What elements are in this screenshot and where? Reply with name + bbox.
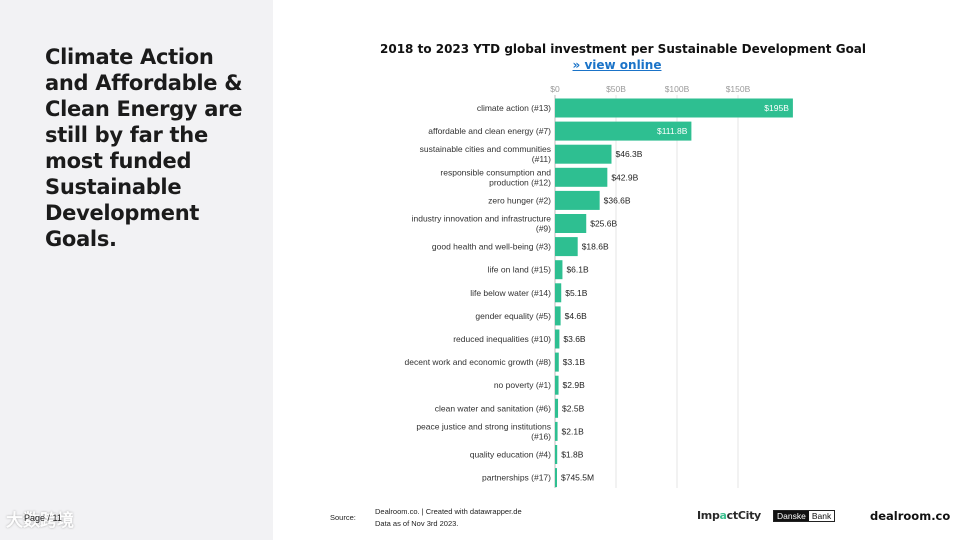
category-label: no poverty (#1) [494,380,551,390]
bar [555,98,793,118]
bar [555,398,559,418]
value-label: $3.1B [563,357,586,367]
view-online-link[interactable]: » view online [572,58,662,72]
value-label: $46.3B [615,149,642,159]
bar [555,237,578,257]
category-label: (#11) [532,154,551,164]
category-label: sustainable cities and communities [420,144,551,154]
category-label: zero hunger (#2) [488,195,551,205]
bar [555,445,558,464]
value-label: $3.6B [563,334,586,344]
watermark: 大数跨境 [6,511,74,531]
value-label: $25.6B [590,219,617,229]
logo-danske-part-a: Danske [774,511,809,521]
bar [555,352,559,372]
category-label: life on land (#15) [488,265,551,275]
bar [555,214,587,233]
logo-danske-part-b: Bank [808,511,835,521]
category-label: (#9) [536,224,551,234]
x-tick-label: $150B [726,84,751,94]
bar [555,167,608,187]
bar [555,421,558,441]
bar [555,468,557,488]
bar [555,329,560,349]
logo-impact-part-b: a [719,509,727,522]
danske-bank-logo: Danske Bank [773,510,836,522]
value-label: $18.6B [582,242,609,252]
value-label: $745.5M [561,473,594,483]
category-label: production (#12) [489,177,551,187]
bars-layer [555,98,793,488]
category-label: reduced inequalities (#10) [453,334,551,344]
bar [555,306,561,326]
category-label: decent work and economic growth (#8) [405,357,552,367]
bar [555,260,563,280]
impactcity-logo: ImpactCity [697,509,761,522]
bar [555,190,600,210]
source-date: Data as of Nov 3rd 2023. [375,519,459,528]
value-label: $195B [764,103,789,113]
value-label: $2.5B [562,403,585,413]
category-label: gender equality (#5) [475,311,551,321]
bar [555,144,612,164]
category-label: responsible consumption and [440,167,551,177]
x-tick-label: $100B [665,84,690,94]
category-label: peace justice and strong institutions [416,421,551,431]
value-label: $4.6B [565,311,588,321]
labels-layer: $0 $50B $100B $150B climate action (#13) $195… [405,84,790,483]
left-panel [0,0,273,540]
bar [555,121,692,141]
x-tick-label: $50B [606,84,626,94]
category-label: affordable and clean energy (#7) [428,126,551,136]
bar [555,283,562,303]
dealroom-logo: dealroom.co [870,509,951,523]
source-credit: Dealroom.co. | Created with datawrapper.… [375,507,522,516]
logo-impact-part-a: Imp [697,509,720,522]
x-tick-label: $0 [550,84,560,94]
category-label: partnerships (#17) [482,473,551,483]
source-label: Source: [330,513,356,522]
chart-title: 2018 to 2023 YTD global investment per S… [380,42,867,56]
category-label: industry innovation and infrastructure [412,214,552,224]
page-number: Page / 11 [24,513,62,523]
category-label: climate action (#13) [477,103,551,113]
value-label: $36.6B [604,195,631,205]
category-label: (#16) [531,431,551,441]
category-label: quality education (#4) [470,450,551,460]
value-label: $1.8B [561,450,584,460]
value-label: $6.1B [566,265,589,275]
bar [555,375,559,395]
value-label: $2.1B [562,426,585,436]
value-label: $42.9B [611,172,638,182]
category-label: clean water and sanitation (#6) [435,403,551,413]
value-label: $111.8B [657,126,688,136]
category-label: good health and well-being (#3) [432,242,551,252]
value-label: $2.9B [563,380,586,390]
slide-headline: Climate Action and Affordable & Clean En… [45,45,243,251]
value-label: $5.1B [565,288,588,298]
category-label: life below water (#14) [470,288,551,298]
logo-impact-part-c: ctCity [726,509,762,522]
